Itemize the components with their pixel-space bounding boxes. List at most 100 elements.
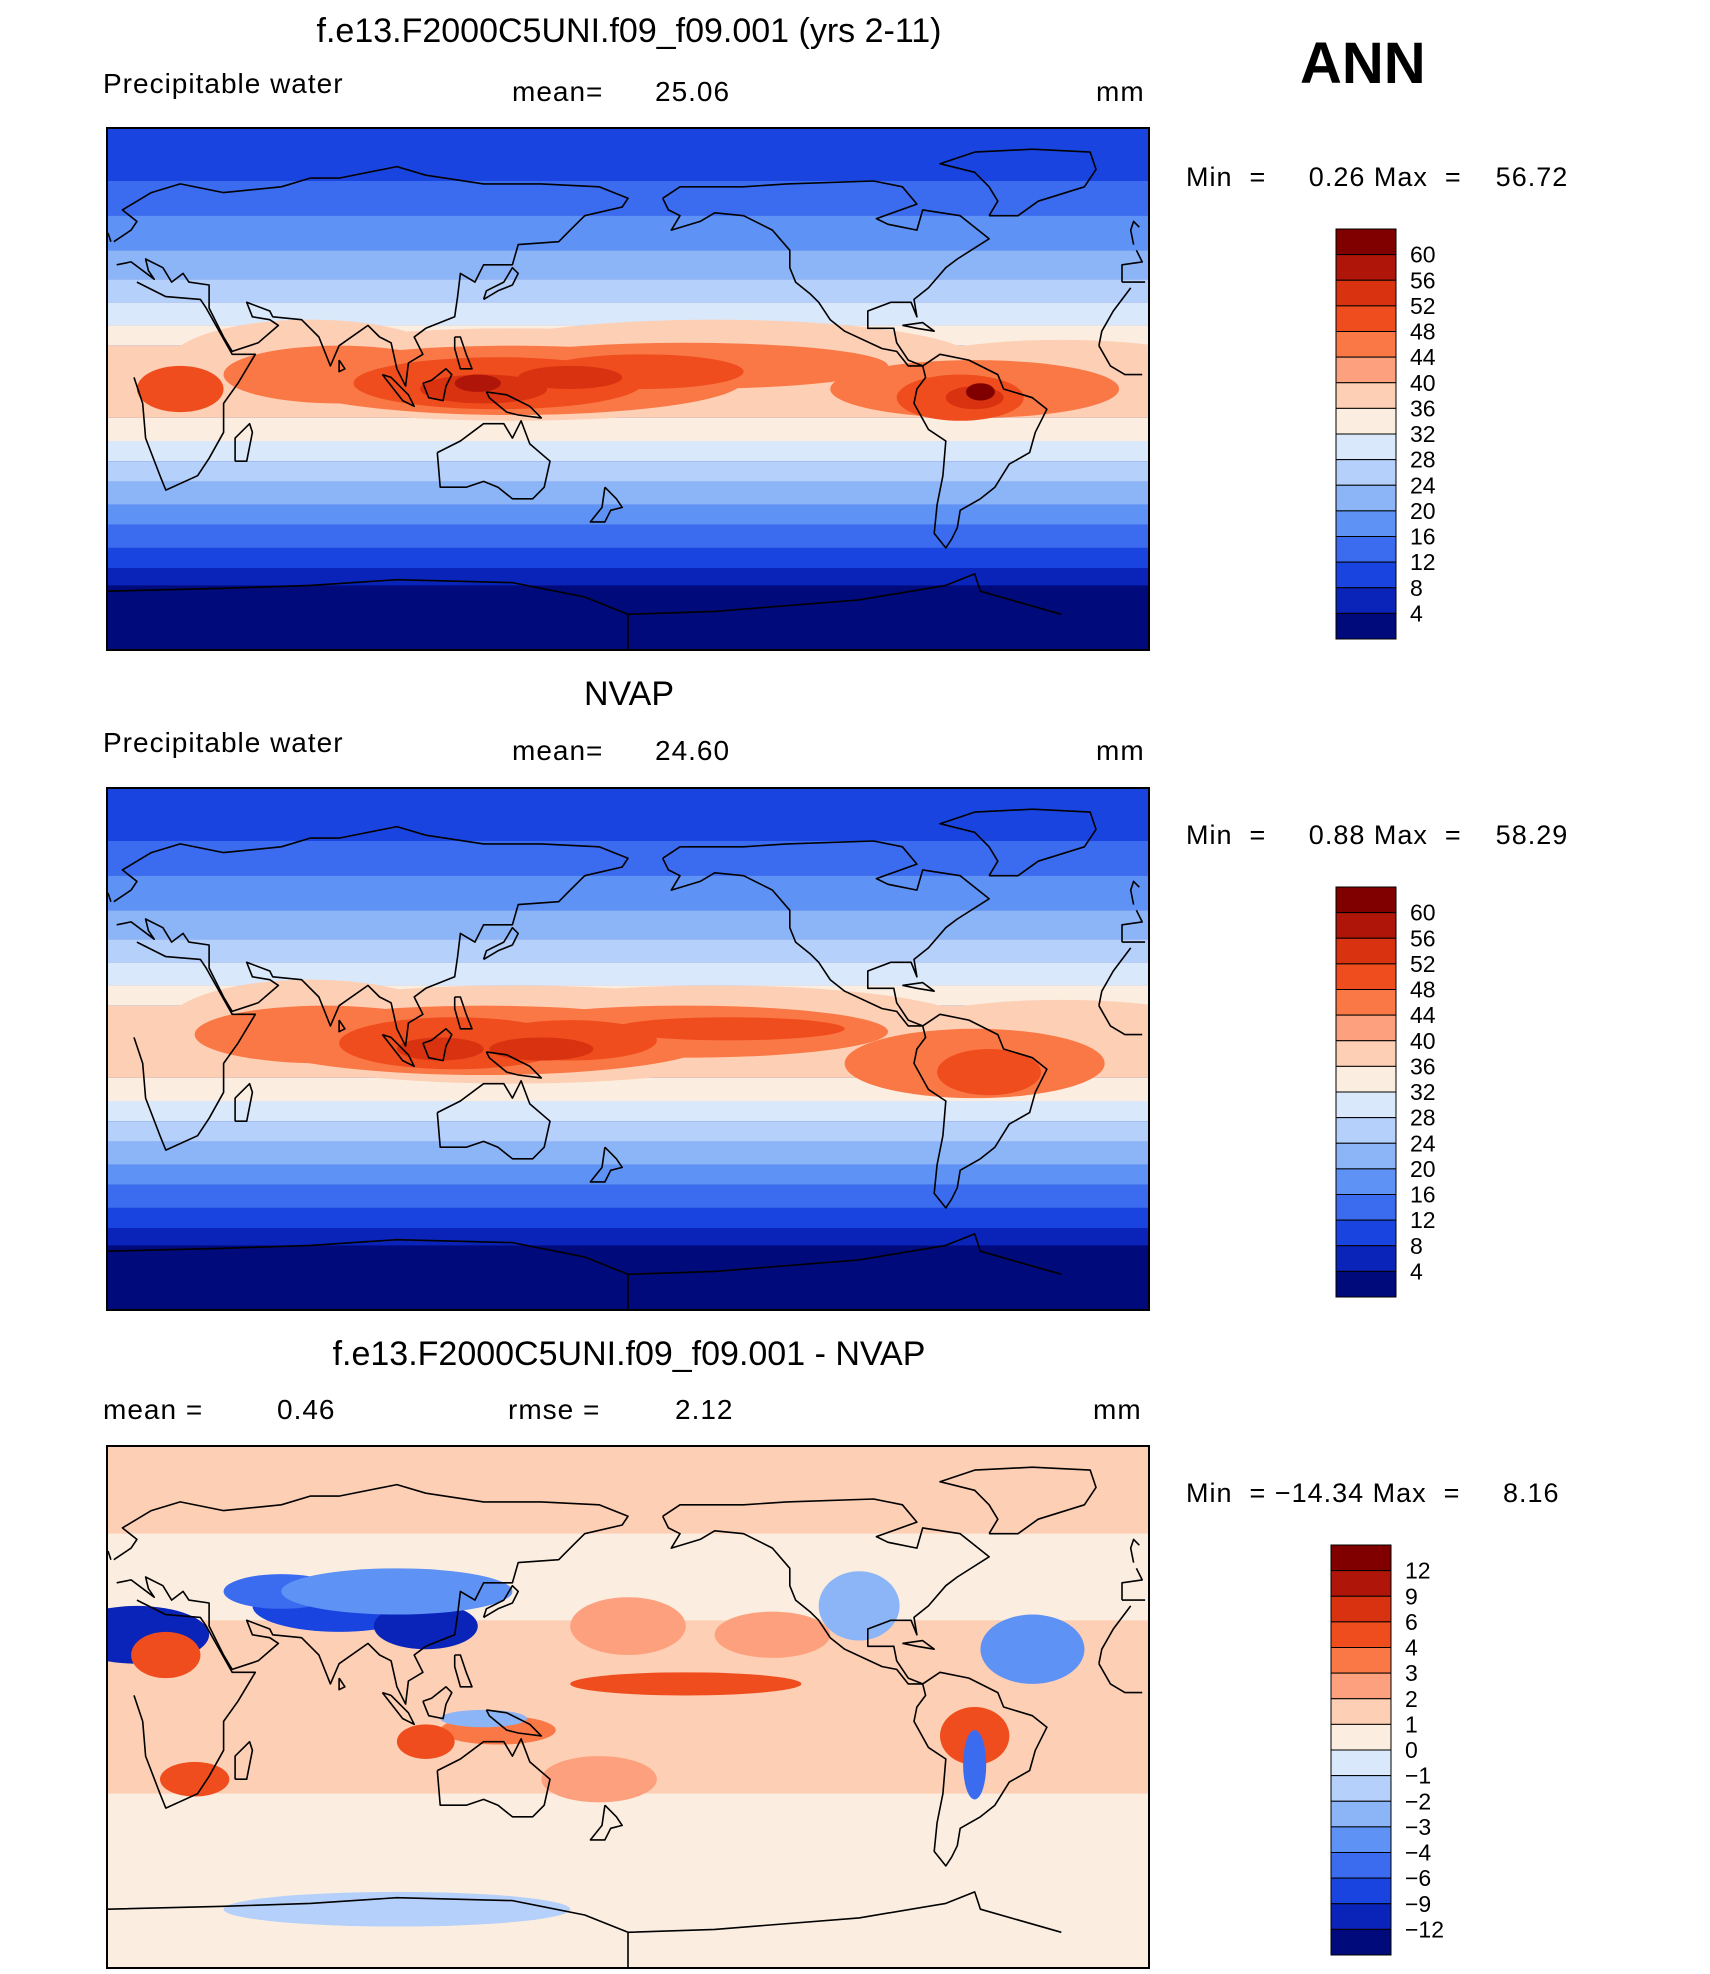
coastline-uk — [108, 232, 112, 242]
field-contour — [131, 1631, 201, 1679]
coastline-eurasia — [1121, 1567, 1143, 1601]
colorbar-swatch — [1335, 989, 1397, 1016]
coastline-newguinea — [485, 1051, 543, 1079]
zonal-band — [108, 302, 1148, 326]
panel-1-minmax: Min = 0.26 Max = 56.72 — [1186, 162, 1568, 193]
map-field — [108, 129, 1148, 649]
panel-2-mean-value: 24.60 — [655, 735, 731, 766]
coastline-antarctica — [627, 573, 1062, 616]
colorbar-swatch — [1330, 1595, 1392, 1623]
zonal-band — [108, 1228, 1148, 1246]
colorbar-swatch — [1335, 433, 1397, 461]
panel-3-rmse-label: rmse = — [508, 1394, 601, 1425]
field-contour — [570, 1672, 802, 1696]
colorbar-swatch — [1335, 1168, 1397, 1195]
colorbar-tick-label: 4 — [1405, 1635, 1418, 1661]
season-label: ANN — [1300, 31, 1426, 96]
colorbar-swatch — [1335, 963, 1397, 990]
field-contour — [440, 1709, 527, 1728]
colorbar-swatch — [1335, 356, 1397, 384]
colorbar-tick-label: 0 — [1405, 1737, 1418, 1763]
colorbar-swatch — [1330, 1877, 1392, 1905]
colorbar-tick-label: 44 — [1410, 344, 1436, 370]
colorbar-tick-label: 12 — [1410, 549, 1436, 575]
coastline-africa — [1098, 1005, 1143, 1036]
coastline-antarctica — [108, 1896, 629, 1967]
colorbar-swatch — [1335, 912, 1397, 939]
colorbar-swatch — [1335, 1117, 1397, 1144]
zonal-band — [108, 1101, 1148, 1122]
coastline-borneo — [422, 1028, 453, 1062]
colorbar-swatch — [1335, 254, 1397, 281]
colorbar-tick-label: 6 — [1405, 1609, 1418, 1635]
colorbar-swatch — [1335, 1142, 1397, 1170]
field-contour — [518, 365, 623, 389]
colorbar-tick-label: 40 — [1410, 1028, 1436, 1054]
zonal-band — [108, 939, 1148, 963]
coastline-cuba — [902, 1639, 936, 1650]
field-contour — [489, 1037, 594, 1061]
field-contour — [541, 1756, 657, 1803]
coastline-antarctica — [627, 1891, 1062, 1934]
colorbar-tick-label: 12 — [1405, 1558, 1431, 1584]
colorbar-tick-label: 56 — [1410, 267, 1436, 293]
zonal-band — [108, 1447, 1148, 1534]
coastline-sumatra — [381, 1691, 416, 1726]
field-contour — [966, 383, 995, 401]
panel-2-variable: Precipitable water — [103, 727, 344, 758]
panel-3-max-label: Max = — [1372, 1478, 1461, 1508]
colorbar-swatch — [1330, 1800, 1392, 1828]
panel-3-rmse-value: 2.12 — [675, 1394, 734, 1425]
field-contour — [818, 1571, 900, 1641]
coastline-srilanka — [338, 1019, 346, 1033]
coastline-samerica — [913, 353, 1048, 549]
colorbar-tick-label: 2 — [1405, 1686, 1418, 1712]
zonal-band — [108, 1141, 1148, 1165]
field-contour — [454, 374, 501, 392]
coastline-madagascar — [234, 1082, 254, 1123]
coastline-cuba — [902, 321, 936, 332]
zonal-band — [108, 1164, 1148, 1185]
panel-2-mean-label: mean= — [512, 735, 604, 766]
coastline-japan — [482, 926, 520, 961]
panel-2-colorbar: 60 56 52 48 44 40 36 32 28 24 20 16 12 8 4 — [1335, 886, 1456, 1298]
field-contour — [980, 1614, 1085, 1684]
coastline-africa — [1098, 1605, 1132, 1664]
coastline-newzealand — [589, 1146, 624, 1183]
panel-2-title: NVAP — [583, 675, 675, 713]
colorbar-tick-label: 8 — [1410, 575, 1423, 601]
colorbar-swatch — [1335, 612, 1397, 640]
colorbar-swatch — [1335, 1065, 1397, 1093]
colorbar-tick-label: 20 — [1410, 498, 1436, 524]
colorbar-tick-label: 4 — [1410, 1258, 1423, 1284]
coastline-borneo — [422, 368, 453, 402]
colorbar-swatch — [1335, 459, 1397, 486]
colorbar-swatch — [1335, 407, 1397, 435]
coastline-eurasia — [113, 825, 629, 1047]
colorbar-tick-label: −4 — [1405, 1840, 1431, 1866]
panel-1-map-svg — [108, 129, 1148, 649]
panel-2-map — [106, 787, 1150, 1311]
colorbar-tick-label: −6 — [1405, 1865, 1431, 1891]
coastline-samerica — [913, 1013, 1048, 1209]
colorbar-tick-label: 3 — [1405, 1660, 1418, 1686]
panel-1-min-value: 0.26 — [1308, 162, 1366, 192]
panel-2-minmax: Min = 0.88 Max = 58.29 — [1186, 820, 1568, 851]
coastlines — [108, 808, 1146, 1309]
colorbar-swatch — [1335, 536, 1397, 563]
coastline-antarctica — [108, 578, 629, 649]
colorbar-swatch — [1335, 1194, 1397, 1221]
zonal-band — [108, 1121, 1148, 1142]
colorbar-tick-label: 24 — [1410, 1130, 1436, 1156]
colorbar-tick-label: 48 — [1410, 977, 1436, 1003]
colorbar-swatch — [1330, 1852, 1392, 1879]
panel-2-units: mm — [1096, 735, 1145, 766]
zonal-band — [108, 279, 1148, 303]
zonal-band — [108, 547, 1148, 569]
panel-1-min-label: Min = — [1186, 162, 1267, 192]
colorbar-swatch — [1335, 305, 1397, 332]
zonal-band — [108, 504, 1148, 525]
colorbar-swatch — [1330, 1775, 1392, 1802]
panel-1-variable: Precipitable water — [103, 68, 344, 99]
coastline-japan — [482, 266, 520, 301]
